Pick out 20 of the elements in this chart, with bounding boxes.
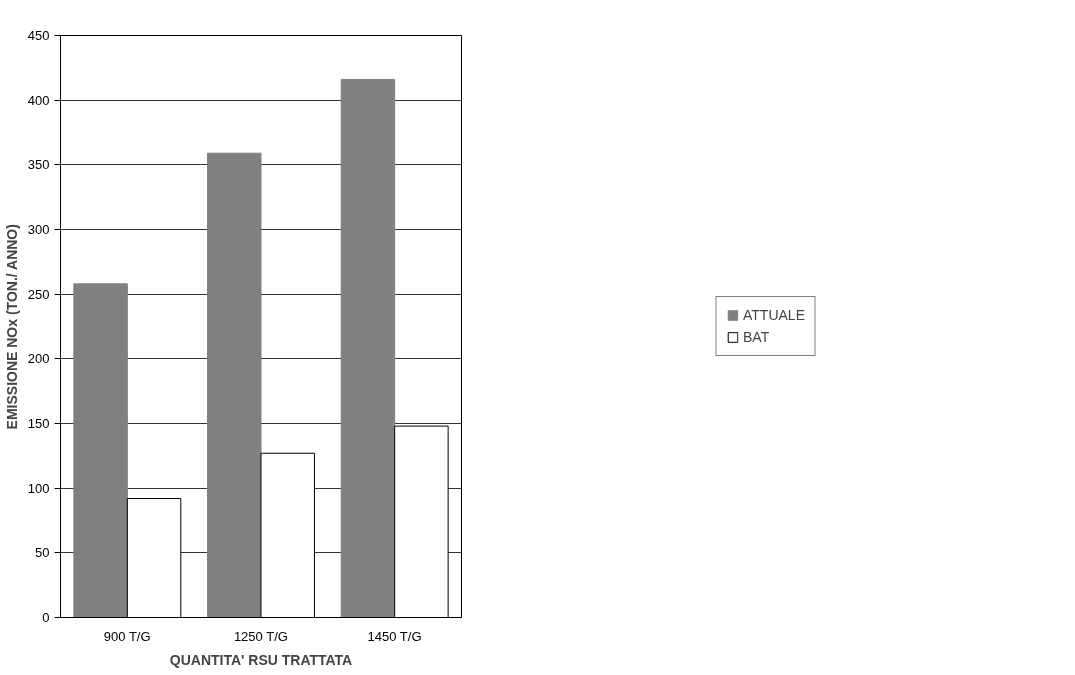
x-tick-label: 1450 T/G [367, 628, 422, 644]
y-axis-title: EMISSIONE NOx (TON./ ANNO) [3, 224, 20, 430]
y-tick-label: 250 [27, 286, 50, 302]
y-tick-label: 350 [27, 157, 50, 173]
bar [207, 152, 262, 618]
x-tick-label: 1250 T/G [233, 628, 288, 644]
x-tick-label: 900 T/G [103, 628, 151, 644]
y-tick-label: 300 [27, 222, 50, 237]
y-tick-label: 100 [27, 480, 50, 496]
y-tick-label: 0 [42, 610, 50, 625]
y-tick-label: 400 [27, 92, 50, 108]
y-tick-label: 150 [27, 416, 50, 431]
legend-label: ATTUALE [743, 307, 805, 323]
x-axis-title: QUANTITA' RSU TRATTATA [169, 651, 353, 668]
bar [73, 283, 128, 618]
bar [340, 78, 396, 618]
y-tick-label: 200 [27, 351, 50, 367]
legend-label: BAT [743, 329, 770, 345]
y-tick-label: 50 [35, 545, 50, 561]
y-tick-label: 450 [27, 28, 50, 43]
